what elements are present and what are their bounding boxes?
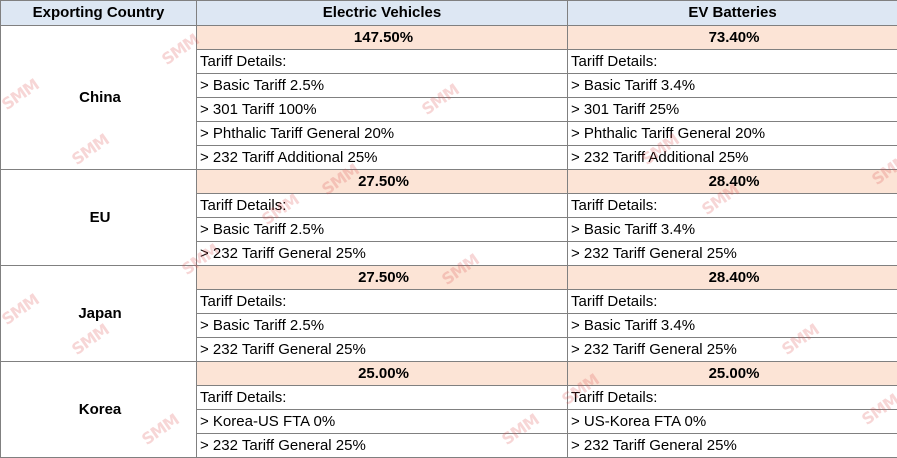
battery-detail: > 232 Tariff Additional 25% xyxy=(568,146,897,170)
ev-detail: > Basic Tariff 2.5% xyxy=(197,314,568,338)
ev-total-rate: 27.50% xyxy=(197,170,568,194)
table-row: EU 27.50% 28.40% xyxy=(1,170,897,194)
country-china: China xyxy=(1,26,197,170)
battery-detail: Tariff Details: xyxy=(568,50,897,74)
ev-detail: Tariff Details: xyxy=(197,194,568,218)
battery-detail: > US-Korea FTA 0% xyxy=(568,410,897,434)
ev-total-rate: 147.50% xyxy=(197,26,568,50)
battery-detail: > 301 Tariff 25% xyxy=(568,98,897,122)
country-korea: Korea xyxy=(1,362,197,458)
battery-detail: > 232 Tariff General 25% xyxy=(568,338,897,362)
battery-detail: > Basic Tariff 3.4% xyxy=(568,74,897,98)
ev-detail: Tariff Details: xyxy=(197,290,568,314)
battery-total-rate: 28.40% xyxy=(568,266,897,290)
battery-detail: > 232 Tariff General 25% xyxy=(568,242,897,266)
ev-detail: > Basic Tariff 2.5% xyxy=(197,218,568,242)
table-row: China 147.50% 73.40% xyxy=(1,26,897,50)
battery-total-rate: 28.40% xyxy=(568,170,897,194)
ev-total-rate: 27.50% xyxy=(197,266,568,290)
ev-detail: Tariff Details: xyxy=(197,50,568,74)
header-ev-batteries: EV Batteries xyxy=(568,1,897,26)
table-row: Japan 27.50% 28.40% xyxy=(1,266,897,290)
country-japan: Japan xyxy=(1,266,197,362)
battery-detail: > Basic Tariff 3.4% xyxy=(568,218,897,242)
ev-detail: > 232 Tariff General 25% xyxy=(197,242,568,266)
battery-total-rate: 73.40% xyxy=(568,26,897,50)
ev-total-rate: 25.00% xyxy=(197,362,568,386)
battery-detail: > Phthalic Tariff General 20% xyxy=(568,122,897,146)
header-row: Exporting Country Electric Vehicles EV B… xyxy=(1,1,897,26)
ev-detail: > Korea-US FTA 0% xyxy=(197,410,568,434)
ev-detail: Tariff Details: xyxy=(197,386,568,410)
battery-total-rate: 25.00% xyxy=(568,362,897,386)
ev-detail: > Basic Tariff 2.5% xyxy=(197,74,568,98)
ev-detail: > 232 Tariff General 25% xyxy=(197,338,568,362)
country-eu: EU xyxy=(1,170,197,266)
battery-detail: Tariff Details: xyxy=(568,194,897,218)
header-exporting-country: Exporting Country xyxy=(1,1,197,26)
ev-detail: > 232 Tariff General 25% xyxy=(197,434,568,458)
battery-detail: Tariff Details: xyxy=(568,386,897,410)
table-row: Korea 25.00% 25.00% xyxy=(1,362,897,386)
ev-detail: > 232 Tariff Additional 25% xyxy=(197,146,568,170)
ev-detail: > 301 Tariff 100% xyxy=(197,98,568,122)
header-electric-vehicles: Electric Vehicles xyxy=(197,1,568,26)
battery-detail: Tariff Details: xyxy=(568,290,897,314)
battery-detail: > Basic Tariff 3.4% xyxy=(568,314,897,338)
battery-detail: > 232 Tariff General 25% xyxy=(568,434,897,458)
ev-detail: > Phthalic Tariff General 20% xyxy=(197,122,568,146)
